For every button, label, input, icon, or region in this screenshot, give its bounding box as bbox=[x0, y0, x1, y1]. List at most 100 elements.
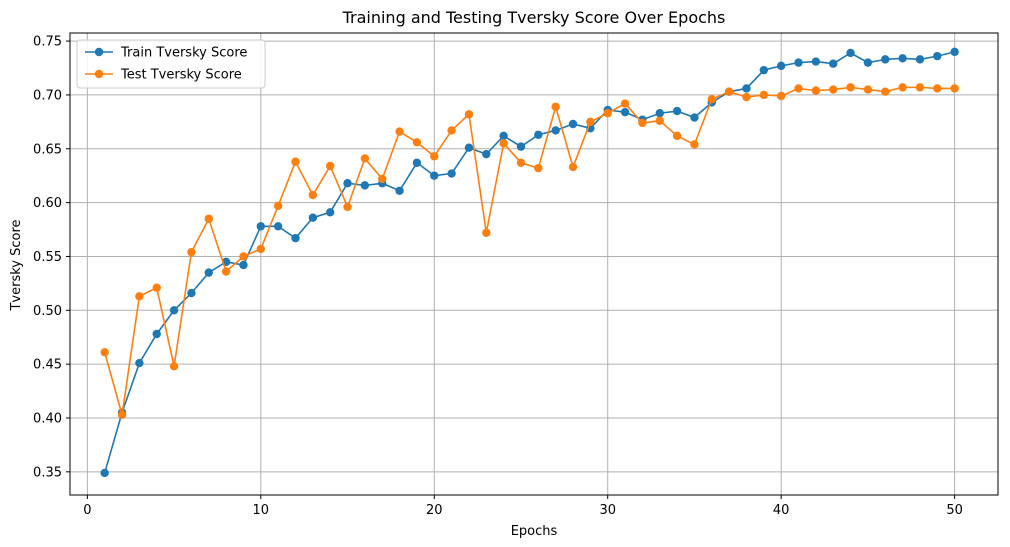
data-point bbox=[846, 48, 855, 58]
data-point bbox=[794, 84, 803, 93]
data-point bbox=[395, 127, 404, 136]
data-point bbox=[551, 102, 560, 111]
x-tick-label: 40 bbox=[773, 503, 790, 518]
data-point bbox=[135, 292, 144, 301]
data-point bbox=[499, 139, 508, 148]
data-point bbox=[135, 358, 144, 368]
series-line bbox=[103, 86, 955, 415]
data-point bbox=[325, 208, 335, 217]
data-point bbox=[169, 306, 179, 315]
data-point bbox=[672, 106, 682, 116]
legend-box bbox=[76, 39, 266, 89]
x-tick-label: 10 bbox=[253, 503, 270, 518]
legend-marker bbox=[94, 47, 104, 57]
data-point bbox=[378, 174, 387, 184]
data-point bbox=[603, 109, 612, 118]
legend-label: Train Tversky Score bbox=[120, 46, 247, 61]
data-point bbox=[239, 252, 248, 261]
data-point bbox=[950, 47, 959, 57]
data-point bbox=[829, 85, 838, 94]
data-point bbox=[568, 119, 578, 129]
y-tick-label: 0.45 bbox=[33, 358, 62, 373]
data-point bbox=[655, 116, 664, 125]
data-point bbox=[742, 92, 751, 102]
data-point bbox=[169, 362, 179, 371]
data-point bbox=[881, 87, 890, 96]
legend-label: Test Tversky Score bbox=[120, 68, 242, 83]
y-tick-label: 0.40 bbox=[33, 412, 62, 427]
data-point bbox=[256, 222, 266, 231]
data-point bbox=[499, 131, 508, 141]
data-point bbox=[516, 158, 526, 167]
data-point bbox=[221, 267, 231, 276]
data-point bbox=[464, 143, 474, 152]
data-point bbox=[430, 152, 439, 161]
data-point bbox=[672, 131, 682, 141]
x-axis-label: Epochs bbox=[511, 524, 558, 539]
data-point bbox=[898, 83, 907, 92]
legend-marker bbox=[94, 69, 104, 79]
data-point bbox=[308, 213, 318, 222]
data-point bbox=[742, 84, 751, 93]
data-point bbox=[690, 113, 699, 122]
data-point bbox=[724, 87, 734, 96]
x-tick-label: 0 bbox=[83, 503, 91, 518]
data-point bbox=[273, 201, 283, 211]
data-point bbox=[829, 59, 838, 68]
y-tick-label: 0.35 bbox=[33, 465, 62, 480]
data-point bbox=[811, 57, 821, 66]
data-point bbox=[360, 181, 370, 190]
data-point bbox=[152, 329, 161, 339]
data-point bbox=[586, 117, 595, 127]
plot-frame bbox=[69, 32, 999, 496]
y-tick-label: 0.55 bbox=[33, 250, 62, 265]
data-point bbox=[395, 186, 404, 195]
data-point bbox=[100, 348, 109, 357]
data-point bbox=[638, 118, 647, 128]
data-point bbox=[204, 268, 213, 277]
data-point bbox=[863, 58, 873, 67]
data-point bbox=[933, 51, 942, 61]
data-point bbox=[881, 55, 890, 64]
data-point bbox=[776, 61, 786, 71]
data-point bbox=[308, 190, 318, 200]
data-point bbox=[430, 171, 439, 180]
data-point bbox=[325, 161, 335, 171]
data-point bbox=[568, 162, 578, 172]
data-point bbox=[707, 95, 716, 104]
data-point bbox=[482, 228, 491, 237]
y-tick-label: 0.50 bbox=[33, 304, 62, 319]
data-point bbox=[846, 83, 855, 92]
data-point bbox=[360, 154, 370, 163]
data-point bbox=[204, 214, 213, 223]
data-point bbox=[482, 149, 491, 159]
data-point bbox=[187, 288, 196, 298]
x-tick-label: 30 bbox=[599, 503, 616, 518]
ticks: 0 10 20 30 40 50 0.35 0.40 0.45 0.50 0.55 0.60 0.65 0… bbox=[33, 35, 963, 518]
data-point bbox=[343, 202, 352, 212]
y-tick-label: 0.65 bbox=[33, 142, 62, 157]
y-axis-label: Tversky Score bbox=[9, 219, 24, 311]
data-point bbox=[620, 99, 630, 108]
data-point bbox=[464, 110, 474, 119]
data-point bbox=[534, 163, 543, 173]
legend: Train Tversky Score Test Tversky Score bbox=[76, 39, 266, 89]
data-point bbox=[690, 140, 699, 149]
data-point bbox=[117, 410, 127, 419]
x-tick-label: 20 bbox=[426, 503, 443, 518]
data-point bbox=[100, 468, 109, 478]
data-point bbox=[950, 84, 959, 93]
x-tick-label: 50 bbox=[946, 503, 963, 518]
data-point bbox=[811, 86, 821, 95]
data-point bbox=[620, 107, 630, 117]
data-point bbox=[187, 247, 196, 257]
data-point bbox=[655, 109, 664, 118]
data-point bbox=[447, 169, 456, 178]
chart-title: Training and Testing Tversky Score Over … bbox=[342, 8, 726, 27]
data-point bbox=[776, 91, 786, 101]
data-point bbox=[256, 244, 266, 254]
data-point bbox=[447, 126, 456, 135]
y-tick-label: 0.75 bbox=[33, 35, 62, 50]
